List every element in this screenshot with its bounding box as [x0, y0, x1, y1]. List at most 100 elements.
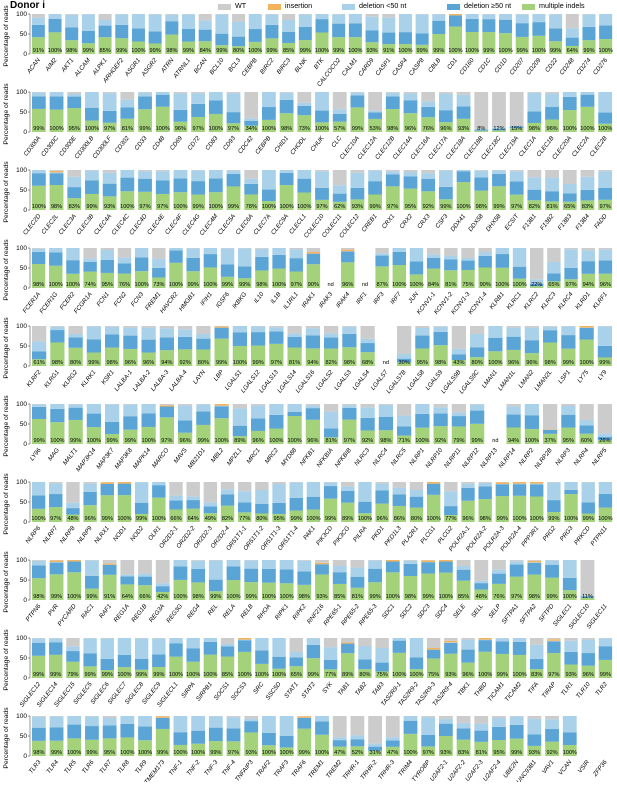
bar-segment-deletionnt: [375, 253, 388, 255]
x-tick-label: LGALS2: [315, 368, 335, 391]
x-tick-label: SELL: [470, 602, 485, 619]
bar-segment-wt: [478, 248, 491, 252]
x-tick-label: CD300LF: [91, 134, 114, 160]
bar-segment-wt: [404, 92, 418, 94]
bar-segment-deletionnt: [191, 561, 205, 569]
x-tick-label: CLEC2B: [588, 135, 608, 158]
y-tick-label: 50: [20, 733, 28, 740]
data-label: 100%: [131, 48, 145, 54]
x-tick-label: LSP1: [557, 369, 572, 385]
bar-segment-wt: [366, 14, 379, 17]
bar-segment-deletionnt: [470, 347, 484, 357]
bar-segment-deletionnt: [368, 111, 382, 113]
x-tick-label: FCER1G: [38, 291, 59, 315]
bar-segment-insertion: [315, 563, 329, 564]
data-label: 99%: [497, 516, 508, 522]
bar-segment-deletionnt: [507, 337, 521, 350]
bar-segment-insertion: [421, 560, 435, 562]
data-label: 100%: [173, 750, 187, 756]
bar-segment-deletionnt: [393, 641, 406, 653]
bar-segment-deletionnt: [499, 20, 512, 33]
data-label: 84%: [428, 282, 439, 288]
bar-segment-deletionnt: [315, 716, 329, 721]
bar-segment-wt: [341, 482, 354, 486]
data-label: 97%: [511, 594, 522, 600]
bar-segment-deletionnt: [580, 425, 594, 433]
x-tick-label: PYCARD: [56, 603, 78, 628]
bar-segment-wt: [404, 560, 418, 561]
data-label: 97%: [565, 282, 576, 288]
bar-segment-wt: [67, 92, 81, 94]
bar-segment-wt: [66, 482, 79, 503]
bar-segment-deletionnt: [165, 15, 178, 21]
bar-segment-deletionnt: [580, 328, 594, 340]
bar-segment-deletionnt: [457, 570, 471, 581]
bar-segment-deletionnt: [215, 406, 229, 407]
data-label: 85%: [334, 594, 345, 600]
data-label: 99%: [563, 360, 574, 366]
bar-segment-wt: [196, 326, 210, 334]
data-label: 75%: [428, 672, 439, 678]
bar-segment-deletionnt: [307, 638, 320, 644]
bar-segment-deletionnt: [461, 488, 474, 501]
bar-segment-deletionnt: [105, 327, 119, 334]
bar-segment-wt: [444, 248, 457, 256]
bar-segment-deletionnt: [174, 178, 188, 192]
x-tick-label: PIK3CG: [332, 525, 352, 547]
x-tick-label: TNF-3: [203, 758, 220, 777]
bar-segment-wt: [255, 248, 268, 249]
data-label: 98%: [344, 360, 355, 366]
x-tick-label: SRC: [252, 681, 266, 696]
x-tick-label: PTPN11: [589, 525, 609, 547]
bar-segment-deletionnt: [315, 92, 329, 111]
bar-segment-deletionnt: [582, 482, 595, 502]
y-axis-label: Percentage of reads: [3, 317, 10, 379]
bar-segment-deletionnt: [466, 19, 479, 32]
bar-segment-deletionnt: [204, 642, 217, 655]
legend-swatch-2: [342, 4, 355, 10]
bar-segment-deletionnt: [421, 107, 435, 117]
data-label: 42%: [157, 594, 168, 600]
data-label: 92%: [435, 438, 446, 444]
bar-segment-deletionnt: [404, 94, 418, 101]
bar-segment-deletionnt: [315, 564, 329, 574]
x-tick-label: CRX3: [416, 212, 432, 230]
bar-segment-deletionnt: [582, 640, 595, 653]
data-label: 98%: [405, 594, 416, 600]
x-tick-label: CD22: [544, 56, 560, 73]
bar-segment-deletionnt: [427, 254, 440, 257]
bar-segment-wt: [103, 560, 117, 564]
bar-segment-deletionnt: [513, 642, 526, 655]
bar-segment-deletionnt: [545, 191, 559, 201]
bar-segment-deletionnt: [282, 20, 295, 32]
x-tick-label: TRAF6: [290, 758, 308, 778]
bar-segment-deletionnt: [474, 583, 488, 589]
data-label: 100%: [32, 204, 46, 210]
bar-segment-deletionnt: [251, 406, 265, 419]
data-label: 99%: [86, 594, 97, 600]
bar-segment-wt: [233, 404, 247, 408]
bar-segment-deletionnt: [135, 482, 148, 502]
y-tick-label: 50: [20, 499, 28, 506]
y-tick-label: 50: [20, 109, 28, 116]
x-tick-label: TRAF3: [273, 758, 291, 778]
bar-segment-wt: [244, 92, 258, 118]
bar-segment-insertion: [386, 560, 400, 561]
bar-segment-deletionnt: [299, 27, 312, 40]
bar-segment-deletionnt: [499, 14, 512, 20]
x-tick-label: TIRAP: [541, 680, 558, 699]
bar-segment-deletionnt: [118, 263, 131, 273]
bar-segment-deletionnt: [227, 170, 241, 173]
data-label: 92%: [180, 360, 191, 366]
bar-segment-wt: [444, 638, 457, 641]
bar-segment-wt: [582, 248, 595, 250]
data-label: 100%: [262, 750, 276, 756]
bar-segment-deletionnt: [297, 179, 311, 193]
bar-segment-deletionnt: [204, 254, 217, 267]
bar-segment-deletionnt: [566, 38, 579, 46]
x-tick-label: CD1: [446, 57, 459, 71]
x-tick-label: SOCS3: [230, 680, 249, 701]
bar-segment-deletionnt: [165, 21, 178, 34]
bar-segment-deletionnt: [209, 170, 223, 178]
